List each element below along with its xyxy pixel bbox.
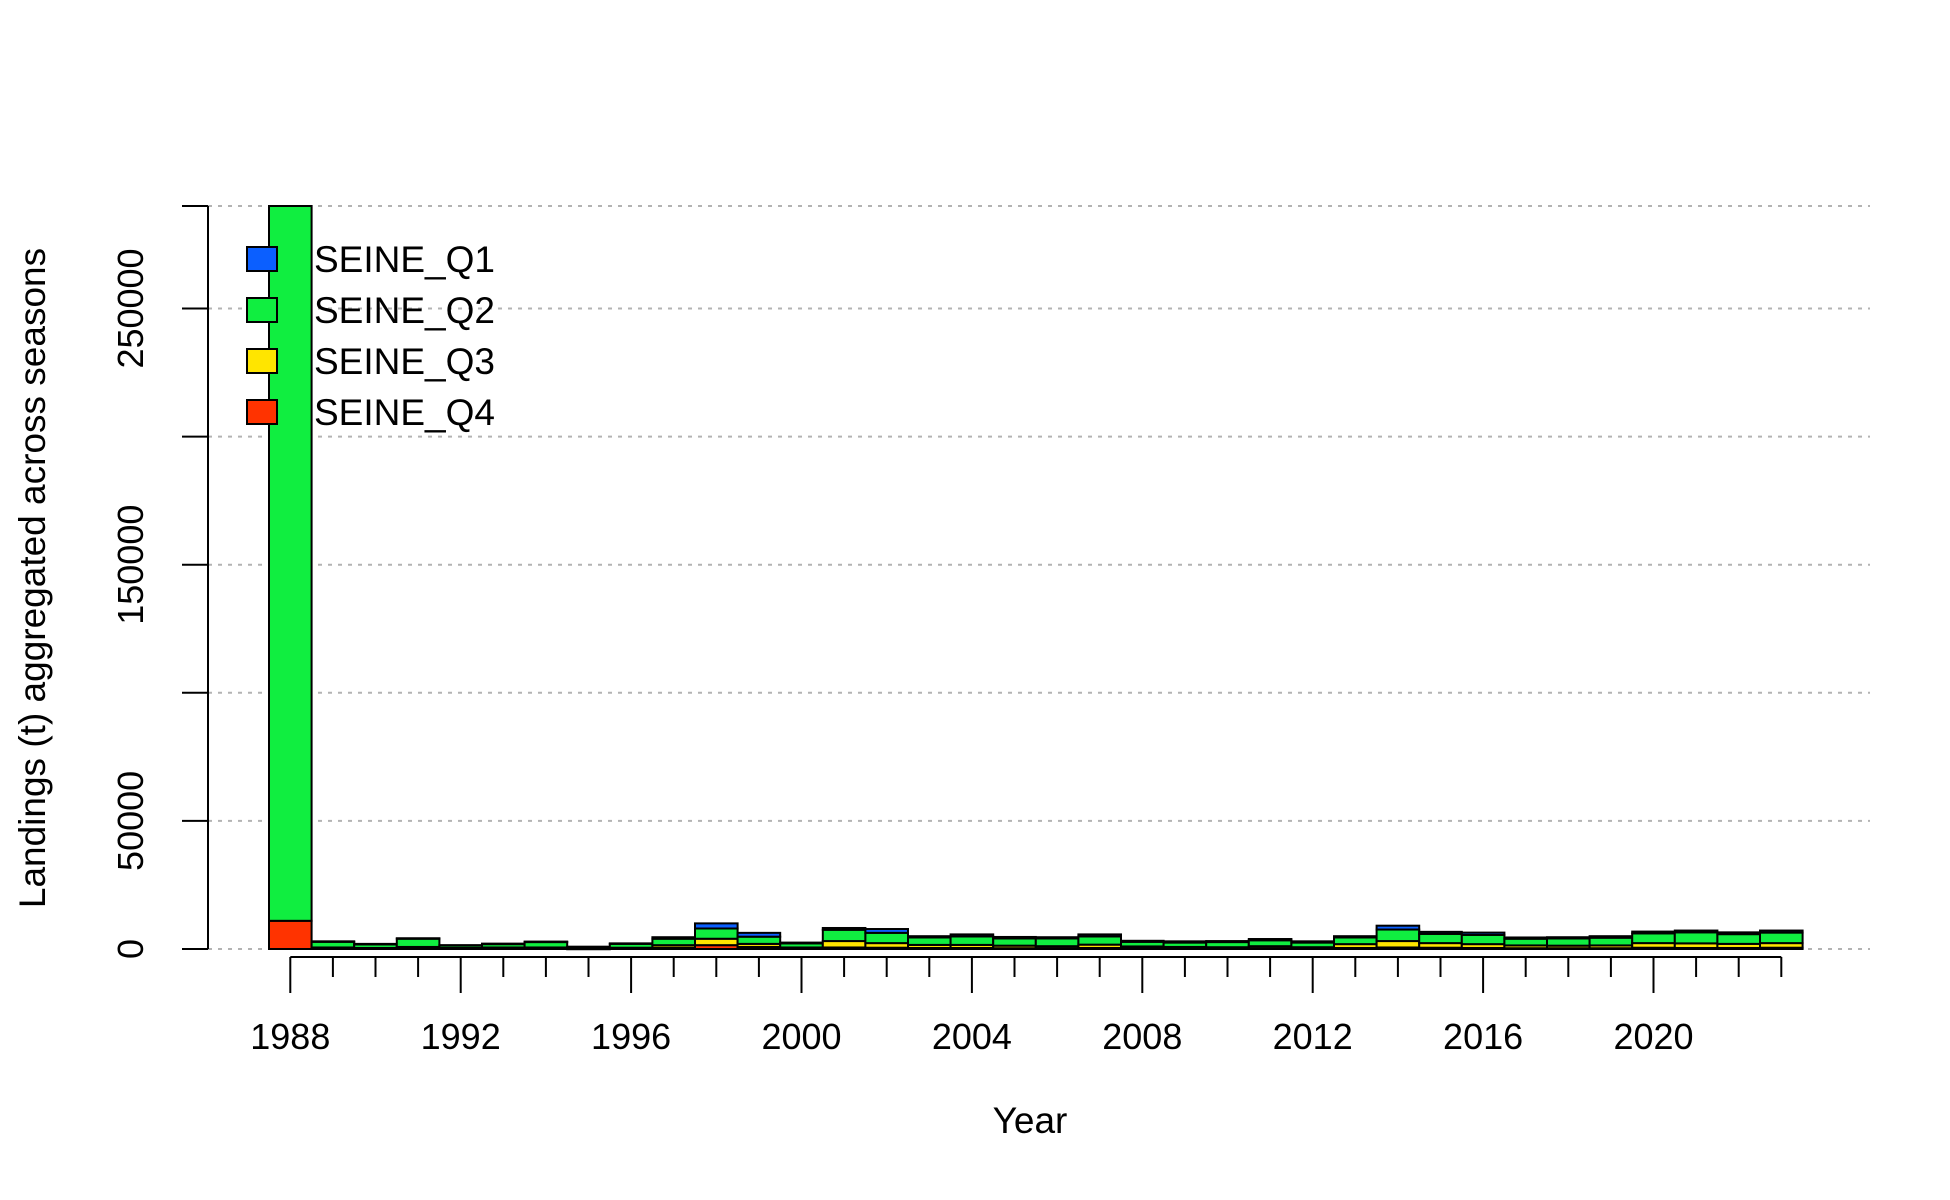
bar-segment (1673, 931, 1719, 945)
bar-segment (268, 205, 313, 922)
y-tick-label: 0 (110, 939, 151, 959)
bar-segment (651, 936, 697, 940)
x-tick-label: 2016 (1443, 1016, 1523, 1057)
y-axis: 0 50000 150000 250000 (110, 205, 209, 959)
x-tick-label: 1996 (591, 1016, 671, 1057)
bar-segment (779, 941, 824, 945)
bar-segment (1673, 929, 1719, 934)
bar-segment (1034, 937, 1080, 948)
y-tick-label: 50000 (110, 771, 151, 871)
bar-segment (1333, 935, 1378, 939)
bar-segment (1247, 938, 1293, 942)
x-tick-label: 2008 (1102, 1016, 1182, 1057)
bar-segment (1588, 936, 1634, 947)
bar-segment (1077, 935, 1123, 946)
bar-segment (1460, 933, 1506, 946)
bar-segment (1460, 931, 1506, 936)
x-tick-label: 2020 (1613, 1016, 1693, 1057)
x-axis: 1988 1992 1996 2000 2004 2008 2012 2016 2020 (250, 956, 1783, 1057)
bar-segment (1631, 930, 1676, 935)
bar-segment (1162, 940, 1208, 944)
x-tick-label: 2004 (932, 1016, 1012, 1057)
bar-segment (1716, 933, 1762, 945)
legend-label: SEINE_Q3 (314, 341, 495, 382)
bar-segment (1034, 936, 1080, 940)
legend-label: SEINE_Q1 (314, 239, 495, 280)
legend-label: SEINE_Q2 (314, 290, 495, 331)
bar-segment (481, 942, 526, 946)
y-tick-label: 150000 (110, 505, 151, 625)
legend: SEINE_Q1 SEINE_Q2 SEINE_Q3 SEINE_Q4 (246, 239, 495, 433)
bar-segment (949, 935, 995, 946)
bar-segment (736, 931, 782, 938)
legend-swatch (246, 297, 278, 323)
bar-segment (1418, 930, 1463, 935)
bar-segment (907, 935, 952, 939)
legend-label: SEINE_Q4 (314, 392, 495, 433)
y-axis-title: Landings (t) aggregated across seasons (12, 248, 53, 908)
bar-segment (992, 937, 1037, 947)
bar-segment (1375, 924, 1421, 931)
bar-segment (864, 931, 910, 945)
bar-segment (268, 919, 313, 951)
bar-segment (1375, 928, 1421, 943)
y-tick-label: 250000 (110, 248, 151, 368)
bar-segment (949, 933, 995, 938)
bar-segment (1546, 937, 1591, 947)
bar-segment (608, 942, 654, 945)
bar-segment (992, 935, 1037, 940)
bar-segment (1290, 940, 1336, 944)
bar-segment (736, 935, 782, 945)
bar-segment (1120, 939, 1165, 943)
bar-segment (1546, 936, 1591, 940)
legend-swatch (246, 246, 278, 272)
x-tick-label: 1988 (250, 1016, 330, 1057)
x-axis-title: Year (993, 1100, 1068, 1141)
bar-segment (694, 922, 739, 930)
bar-segment (1759, 931, 1804, 945)
bars (268, 205, 1804, 951)
bar-segment (821, 928, 867, 943)
bar-segment (1716, 931, 1762, 936)
bar-segment (1503, 936, 1549, 940)
bar-segment (1418, 932, 1463, 945)
bar-segment (1205, 940, 1250, 944)
bar-segment (566, 945, 611, 949)
x-tick-label: 2012 (1273, 1016, 1353, 1057)
bar-segment (353, 942, 398, 946)
bar-segment (523, 940, 569, 944)
x-tick-label: 2000 (761, 1016, 841, 1057)
legend-swatch (246, 348, 278, 374)
bar-segment (395, 937, 441, 940)
bar-segment (310, 940, 356, 943)
bar-segment (1077, 933, 1123, 938)
bar-segment (821, 926, 867, 931)
bar-segment (395, 937, 441, 948)
x-tick-label: 1992 (421, 1016, 501, 1057)
bar-segment (694, 927, 739, 940)
bar-segment (1759, 929, 1804, 934)
legend-swatch (246, 399, 278, 425)
bar-segment (907, 936, 952, 946)
bar-segment (1631, 932, 1676, 945)
bar-segment (1588, 935, 1634, 939)
bar-segment (864, 928, 910, 934)
bar-segment (438, 944, 483, 947)
